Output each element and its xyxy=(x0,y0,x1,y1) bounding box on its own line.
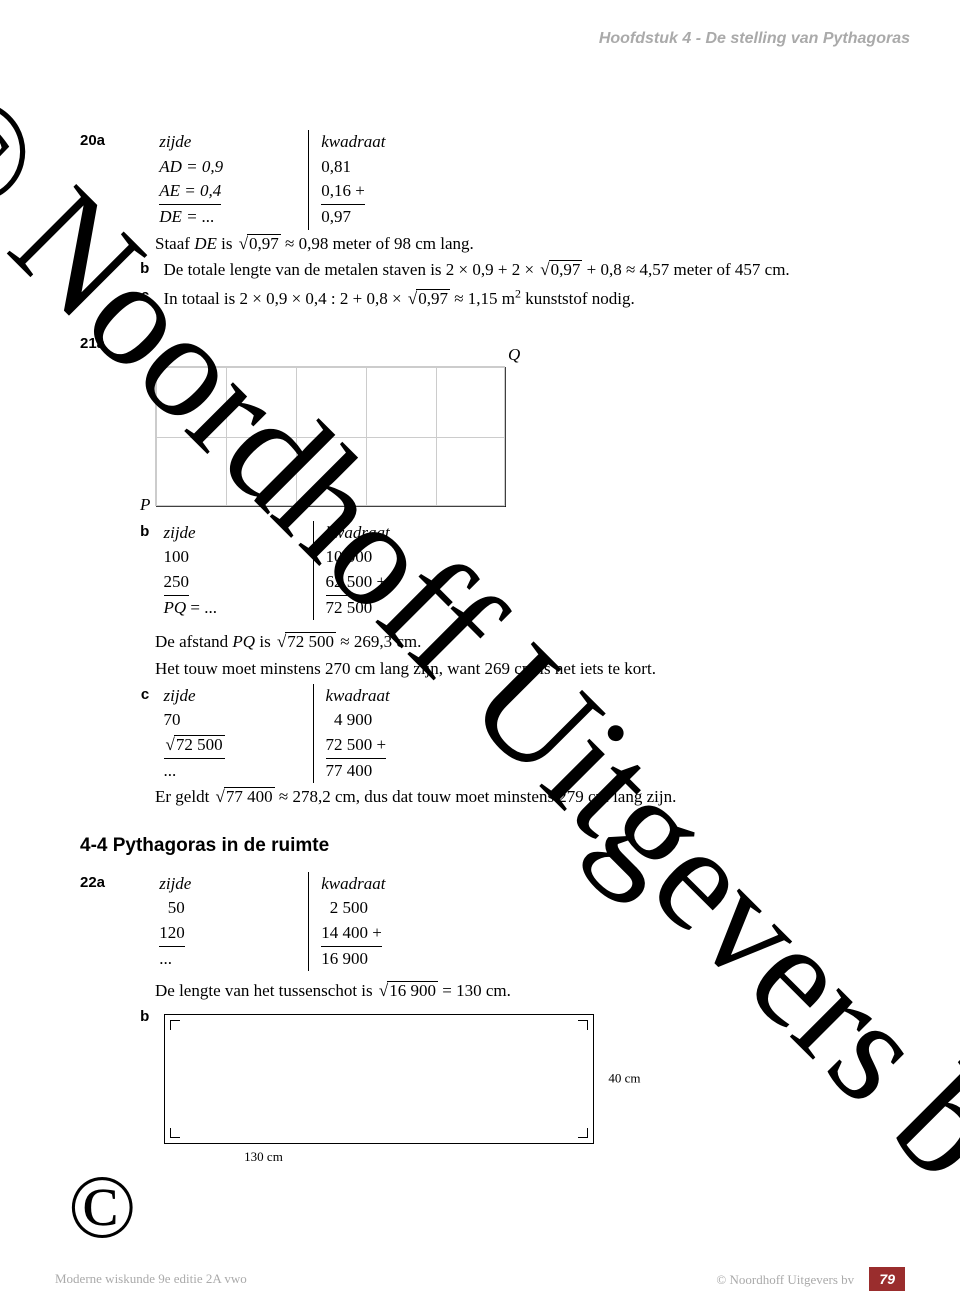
table-21b: zijde kwadraat 100 10 000 250 62 500 + P… xyxy=(164,521,444,621)
cell: 2 500 xyxy=(309,896,439,921)
cell: 120 xyxy=(159,921,185,947)
grid-diagram-21a: P Q xyxy=(155,366,505,506)
table-22a: zijde kwadraat 50 2 500 120 14 400 + ...… xyxy=(159,872,439,972)
cell: 14 400 xyxy=(321,923,368,942)
cell: 250 xyxy=(164,570,190,596)
cell: 0,81 xyxy=(309,155,439,180)
line-20c: In totaal is 2 × 0,9 × 0,4 : 2 + 0,8 × 0… xyxy=(164,289,635,308)
cell: 0,97 xyxy=(309,205,439,230)
cell: 62 500 xyxy=(326,572,373,591)
page-content: 20a zijde kwadraat AD = 0,9 0,81 AE = 0,… xyxy=(80,130,880,1169)
section-4-4-title: 4-4 Pythagoras in de ruimte xyxy=(80,835,880,857)
label-130cm: 130 cm xyxy=(164,1148,364,1167)
line-22a-lengte: De lengte van het tussenschot is 16 900 … xyxy=(155,979,880,1004)
question-number-22a: 22a xyxy=(80,872,120,894)
cell: 72 500 xyxy=(326,735,373,754)
footer-left-text: Moderne wiskunde 9e editie 2A vwo xyxy=(55,1271,247,1287)
question-number-21a: 21a xyxy=(80,333,120,355)
question-number-20a: 20a xyxy=(80,130,120,152)
cell: 50 xyxy=(159,896,309,921)
line-21b-afstand: De afstand PQ is 72 500 ≈ 269,3 cm. xyxy=(155,630,880,655)
cell: 10 000 xyxy=(314,545,444,570)
cell: DE = ... xyxy=(159,207,214,226)
cell: kwadraat xyxy=(314,521,444,546)
sublabel-21b: b xyxy=(124,521,159,543)
cell: AE = 0,4 xyxy=(159,181,221,200)
cell: kwadraat xyxy=(309,872,439,897)
cell: 16 900 xyxy=(309,947,439,972)
line-21c-ergeldt: Er geldt 77 400 ≈ 278,2 cm, dus dat touw… xyxy=(155,785,880,810)
table-21c: zijde kwadraat 70 4 900 72 500 72 500 + … xyxy=(164,684,444,784)
cell: AD = 0,9 xyxy=(159,157,223,176)
cell: 70 xyxy=(164,708,314,733)
cell: 4 900 xyxy=(314,708,444,733)
label-40cm: 40 cm xyxy=(608,1070,640,1089)
cell: kwadraat xyxy=(314,684,444,709)
cell: zijde xyxy=(159,872,309,897)
line-20b: De totale lengte van de metalen staven i… xyxy=(164,260,790,279)
footer-right-text: © Noordhoff Uitgevers bv xyxy=(716,1272,854,1287)
cell: 72 500 xyxy=(174,735,225,754)
sublabel-20b: b xyxy=(124,258,159,280)
cell: ... xyxy=(159,947,309,972)
chapter-header: Hoofdstuk 4 - De stelling van Pythagoras xyxy=(50,30,910,48)
triangle-pq xyxy=(156,367,506,507)
table-20a-h1: zijde xyxy=(159,130,309,155)
table-20a-h2: kwadraat xyxy=(309,130,439,155)
cell: zijde xyxy=(164,684,314,709)
cell: ... xyxy=(164,759,314,784)
cell: PQ = ... xyxy=(164,596,314,621)
cell: zijde xyxy=(164,521,314,546)
cell: 0,16 xyxy=(321,181,351,200)
label-P: P xyxy=(140,495,150,515)
line-21b-touw: Het touw moet minstens 270 cm lang zijn,… xyxy=(155,657,880,682)
cell: 100 xyxy=(164,545,314,570)
sublabel-22b: b xyxy=(124,1006,159,1028)
cell: 72 500 xyxy=(314,596,444,621)
sublabel-20c: c xyxy=(124,285,159,307)
page-footer: Moderne wiskunde 9e editie 2A vwo © Noor… xyxy=(0,1267,960,1291)
line-20a-staaf: Staaf DE is 0,97 ≈ 0,98 meter of 98 cm l… xyxy=(155,232,880,257)
sublabel-21c: c xyxy=(124,684,159,706)
label-Q: Q xyxy=(508,345,520,365)
table-20a: zijde kwadraat AD = 0,9 0,81 AE = 0,4 0,… xyxy=(159,130,439,230)
cell: 77 400 xyxy=(314,759,444,784)
watermark-copyright: © xyxy=(68,1156,136,1259)
rectangle-22b: 40 cm xyxy=(164,1014,594,1144)
page-number: 79 xyxy=(869,1267,905,1291)
